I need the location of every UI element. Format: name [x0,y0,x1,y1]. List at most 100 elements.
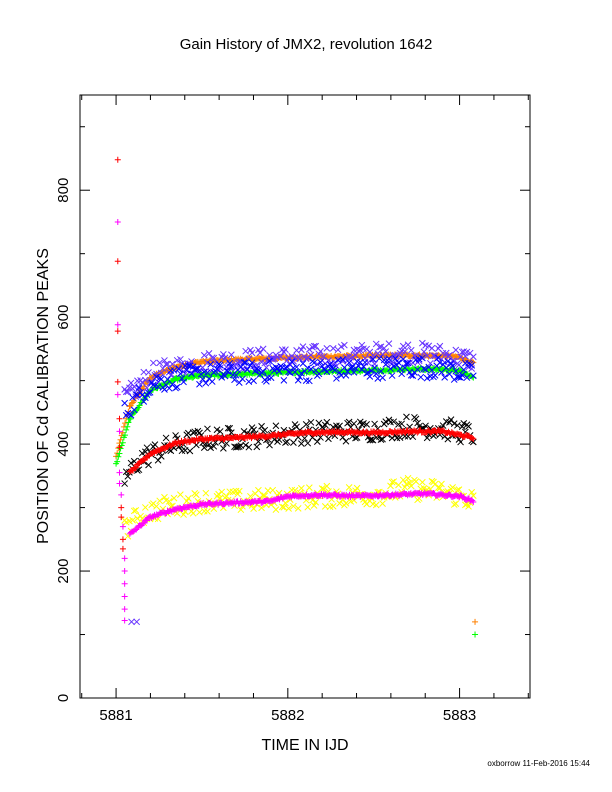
data-point [360,363,367,370]
data-point [248,349,256,357]
data-point [302,421,310,428]
data-point [318,485,326,492]
data-point [210,442,218,450]
data-point [377,436,385,443]
data-point [423,434,431,442]
data-point [417,373,425,381]
data-point [449,362,456,370]
data-marks [113,156,479,638]
data-point [468,365,476,372]
data-point [192,365,200,373]
data-point [364,369,372,377]
data-point [140,457,147,464]
data-point [302,377,310,384]
data-point [419,354,426,362]
data-point [157,453,165,460]
data-point [129,516,136,524]
data-point [305,484,313,491]
data-point [180,378,187,386]
data-point [280,503,288,511]
data-point [412,478,420,485]
data-point [116,480,123,487]
data-point [269,486,277,494]
data-point [396,434,404,442]
data-point [256,349,264,357]
data-point [299,343,307,350]
data-point [282,499,289,507]
data-point [399,476,407,484]
data-point [470,435,477,442]
data-point [371,364,378,372]
data-point [329,345,337,352]
data-point [369,355,377,363]
data-point [122,420,129,427]
data-point [127,411,135,419]
data-point [323,418,331,426]
data-point [118,504,125,511]
data-point [243,366,251,374]
data-point [121,399,129,407]
data-point [121,606,128,613]
data-point [285,505,292,512]
data-point [208,354,216,362]
data-point [132,465,139,472]
x-tick-label: 5883 [443,707,476,724]
data-point [121,580,128,587]
data-point [143,444,151,452]
data-point [469,497,476,504]
data-point [261,426,269,434]
data-point [245,443,253,451]
data-point [124,423,131,430]
data-point [172,432,179,439]
data-point [468,488,476,496]
data-point [342,437,350,445]
data-point [129,399,136,406]
data-point [446,370,453,378]
data-point [202,379,210,387]
data-point [465,423,472,430]
data-point [162,434,170,442]
data-point [177,370,184,378]
data-point [275,489,283,497]
data-point [115,453,122,460]
data-point [358,341,366,349]
data-point [255,486,262,494]
data-point [121,555,128,562]
data-point [358,366,366,373]
data-point [204,369,211,376]
data-point [116,415,123,422]
data-point [345,418,353,426]
data-point [114,391,121,398]
y-tick-label: 400 [55,432,72,457]
data-point [266,357,273,365]
data-point [200,507,208,515]
data-point [294,376,302,384]
data-point [323,482,331,490]
data-point [114,218,121,225]
data-point [317,358,324,366]
data-point [412,415,420,423]
data-point [133,618,141,626]
data-point [221,372,229,380]
data-point [310,359,318,367]
data-point [220,351,227,358]
data-point [298,346,305,354]
data-point [145,389,152,397]
data-point [325,435,332,443]
data-point [121,593,128,600]
data-point [345,359,353,367]
data-point [127,415,134,422]
data-point [122,432,129,439]
data-point [446,351,453,359]
data-point [119,536,126,543]
data-point [121,568,128,575]
data-point [207,361,214,368]
data-point [441,374,449,381]
data-point [138,379,146,386]
data-point [133,464,140,471]
data-point [277,353,285,360]
data-point [423,352,431,359]
data-point [385,355,393,362]
data-point [250,426,257,434]
plot-frame [79,94,531,699]
